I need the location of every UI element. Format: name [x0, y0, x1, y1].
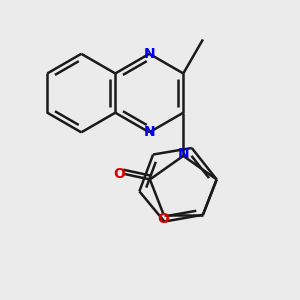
Text: O: O: [113, 167, 125, 181]
Text: N: N: [143, 47, 155, 61]
Text: N: N: [143, 125, 155, 139]
Text: O: O: [158, 212, 170, 226]
Text: N: N: [178, 147, 189, 161]
